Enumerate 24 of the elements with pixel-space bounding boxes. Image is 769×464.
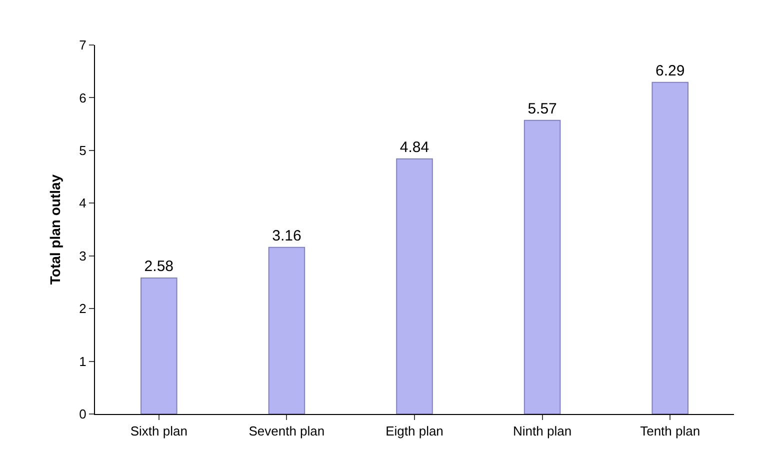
- x-tick-label: Eigth plan: [386, 424, 444, 439]
- y-axis-title: Total plan outlay: [46, 174, 63, 285]
- x-tick-label: Sixth plan: [130, 424, 188, 439]
- x-tick-label: Ninth plan: [513, 424, 572, 439]
- y-tick-label: 7: [79, 38, 86, 53]
- bar: [268, 246, 306, 414]
- data-label: 2.58: [144, 258, 174, 275]
- bar: [652, 82, 688, 414]
- y-tick-label: 1: [79, 354, 86, 369]
- y-tick-label: 5: [79, 142, 86, 158]
- bar: [140, 278, 178, 414]
- y-tick-label: 3: [79, 248, 86, 264]
- x-tick-label: Seventh plan: [248, 424, 325, 439]
- data-label: 3.16: [272, 227, 302, 244]
- x-tick-label: Tenth plan: [640, 424, 700, 439]
- data-label: 5.57: [528, 100, 557, 118]
- y-tick-label: 0: [79, 406, 86, 422]
- bar: [524, 120, 561, 414]
- y-tick-label: 2: [79, 301, 86, 316]
- data-label: 4.84: [400, 138, 430, 156]
- data-label: 6.29: [656, 62, 685, 80]
- y-tick-label: 4: [79, 196, 86, 211]
- y-tick-label: 6: [79, 90, 86, 106]
- bar: [396, 158, 433, 414]
